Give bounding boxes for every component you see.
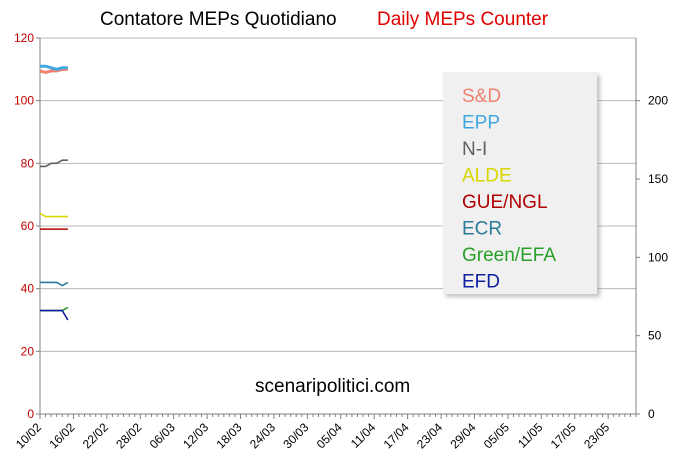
y-left-tick-label: 100 [14,94,34,108]
y-left-tick-label: 120 [14,31,34,45]
x-tick-label: 30/03 [280,420,311,451]
y-left-tick-label: 60 [21,219,35,233]
legend-entry: S&D [462,86,501,107]
y-right-tick-label: 0 [648,407,655,421]
watermark: scenaripolitici.com [255,376,410,397]
x-tick-label: 12/03 [180,420,211,451]
x-tick-label: 17/05 [548,420,579,451]
y-right-tick-label: 50 [648,329,662,343]
x-tick-label: 22/02 [80,420,111,451]
y-left-tick-label: 0 [27,407,34,421]
legend-entry: EPP [462,113,500,134]
legend-entry: GUE/NGL [462,192,548,213]
chart-title: Contatore MEPs Quotidiano [100,9,337,30]
x-tick-label: 23/05 [581,420,612,451]
series-line-s-d [39,67,68,74]
legend-box [443,72,597,294]
y-right-tick-label: 150 [648,172,668,186]
y-right-tick-label: 200 [648,94,668,108]
x-tick-label: 29/04 [447,420,478,451]
legend-entry: ECR [462,219,502,240]
x-tick-label: 24/03 [247,420,278,451]
series-line-alde [39,212,68,218]
legend-entry: EFD [462,272,500,293]
legend-entry: Green/EFA [462,245,556,266]
y-axis-right: 0 50 100 150 200 [635,38,668,421]
x-tick-label: 11/04 [348,420,379,451]
x-tick-label: 05/04 [314,420,345,451]
y-left-tick-label: 80 [21,156,35,170]
series-line-n-i [40,159,68,168]
chart-subtitle: Daily MEPs Counter [377,9,549,30]
x-tick-label: 05/05 [481,420,512,451]
series-line-epp [40,64,68,71]
x-tick-label: 16/02 [46,420,77,451]
series-lines [39,64,69,321]
x-tick-label: 23/04 [414,420,445,451]
legend: S&D EPP N-I ALDE GUE/NGL ECR Green/EFA EFD [443,72,597,294]
grid-lines [40,37,636,415]
series-line-efd [40,309,69,321]
y-axis-left: 0 20 40 60 80 100 120 [14,31,41,421]
x-tick-label: 06/03 [147,420,178,451]
legend-entry: N-I [462,139,487,160]
x-tick-label: 17/04 [381,420,412,451]
x-tick-label: 10/02 [13,420,44,451]
x-tick-label: 28/02 [113,420,144,451]
y-left-tick-label: 20 [21,344,35,358]
y-right-tick-label: 100 [648,250,668,264]
x-tick-label: 11/05 [515,420,546,451]
x-axis: 10/02 16/02 22/02 28/02 06/03 12/03 18/03 24/03… [13,413,637,451]
y-left-tick-label: 40 [21,282,35,296]
legend-entry: ALDE [462,166,512,187]
series-line-ecr [40,281,69,287]
x-tick-label: 18/03 [214,420,245,451]
